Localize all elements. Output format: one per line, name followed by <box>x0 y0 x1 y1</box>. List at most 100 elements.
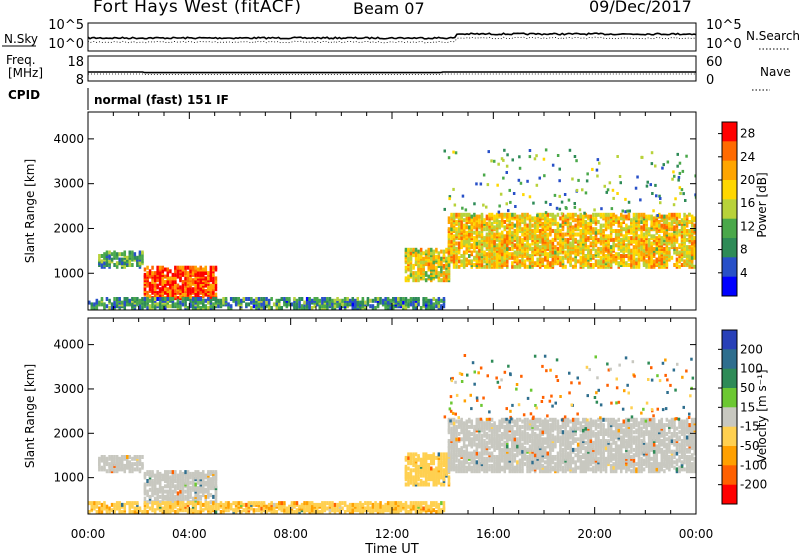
range-cell <box>414 473 418 478</box>
range-cell <box>257 304 261 309</box>
range-cell <box>645 259 648 264</box>
range-cell <box>566 252 570 257</box>
scatter-cell <box>500 157 504 161</box>
range-cell <box>642 252 646 257</box>
range-cell <box>465 465 469 470</box>
range-cell <box>404 297 408 301</box>
range-cell <box>212 272 215 277</box>
scatter-cell <box>694 174 696 178</box>
colorbar-frame <box>721 121 738 297</box>
range-cell <box>430 276 433 281</box>
range-cell <box>310 501 314 506</box>
scatter-cell <box>512 192 516 195</box>
range-cell <box>376 297 380 301</box>
range-cell <box>490 259 494 264</box>
range-cell <box>419 504 423 509</box>
range-cell <box>412 475 415 480</box>
range-cell <box>538 248 542 253</box>
range-cell <box>156 487 159 492</box>
range-cell <box>440 455 443 460</box>
range-cell <box>404 269 408 274</box>
range-cell <box>470 437 474 442</box>
range-cell <box>138 458 142 463</box>
range-cell <box>356 300 360 305</box>
range-cell <box>437 258 441 263</box>
range-cell <box>516 236 519 241</box>
range-cell <box>204 292 208 297</box>
range-cell <box>652 263 656 267</box>
range-cell <box>437 297 441 301</box>
range-cell <box>609 212 613 217</box>
scatter-cell <box>543 174 546 178</box>
range-cell <box>592 216 595 221</box>
range-cell <box>196 297 200 301</box>
range-cell <box>468 439 471 443</box>
scatter-cell <box>621 209 624 213</box>
range-cell <box>283 501 286 506</box>
range-cell <box>528 214 532 219</box>
range-cell <box>181 287 185 292</box>
range-cell <box>655 236 659 241</box>
range-cell <box>146 306 149 310</box>
colorbar-tick-label: 8 <box>740 243 748 257</box>
range-cell <box>113 458 116 463</box>
range-cell <box>407 302 410 307</box>
range-cell <box>437 254 441 259</box>
range-cell <box>490 435 494 440</box>
freq-tick-high: 18 <box>67 55 84 70</box>
range-cell <box>478 451 481 456</box>
range-cell <box>222 297 225 301</box>
scatter-cell <box>485 205 488 209</box>
range-cell <box>250 306 253 310</box>
range-cell <box>632 216 636 221</box>
range-cell <box>131 302 134 307</box>
scatter-cell <box>680 188 684 192</box>
range-cell <box>604 234 608 239</box>
range-cell <box>338 508 342 513</box>
range-cell <box>652 259 656 264</box>
scatter-cell <box>679 191 682 195</box>
range-cell <box>440 482 443 487</box>
range-cell <box>642 212 646 217</box>
range-cell <box>156 265 159 270</box>
range-cell <box>369 501 372 506</box>
range-cell <box>194 276 197 281</box>
range-cell <box>455 463 458 468</box>
range-cell <box>414 457 418 462</box>
range-cell <box>194 510 197 514</box>
range-cell <box>640 255 643 260</box>
range-cell <box>582 245 585 250</box>
range-cell <box>485 264 489 269</box>
range-cell <box>118 257 121 262</box>
range-cell <box>447 475 451 480</box>
scatter-cell <box>502 158 505 162</box>
range-cell <box>164 501 167 506</box>
scatter-cell <box>482 173 486 177</box>
range-cell <box>161 278 165 283</box>
range-cell <box>452 257 456 262</box>
range-cell <box>126 255 129 260</box>
range-cell <box>417 249 420 254</box>
range-cell <box>465 432 469 436</box>
range-cell <box>614 214 618 219</box>
range-cell <box>564 214 567 219</box>
range-cell <box>582 218 585 223</box>
range-cell <box>607 220 610 224</box>
range-cell <box>609 221 613 226</box>
range-cell <box>622 214 626 219</box>
range-cell <box>493 261 496 266</box>
range-cell <box>576 220 580 224</box>
range-cell <box>473 225 476 230</box>
range-cell <box>131 501 134 506</box>
range-cell <box>521 212 524 217</box>
range-cell <box>402 502 405 507</box>
range-cell <box>404 482 408 487</box>
range-cell <box>490 246 494 251</box>
range-cell <box>440 461 443 466</box>
range-cell <box>582 229 585 233</box>
range-cell <box>462 223 466 228</box>
range-cell <box>100 455 104 459</box>
range-cell <box>141 297 144 301</box>
range-cell <box>267 502 271 507</box>
range-cell <box>465 447 469 452</box>
